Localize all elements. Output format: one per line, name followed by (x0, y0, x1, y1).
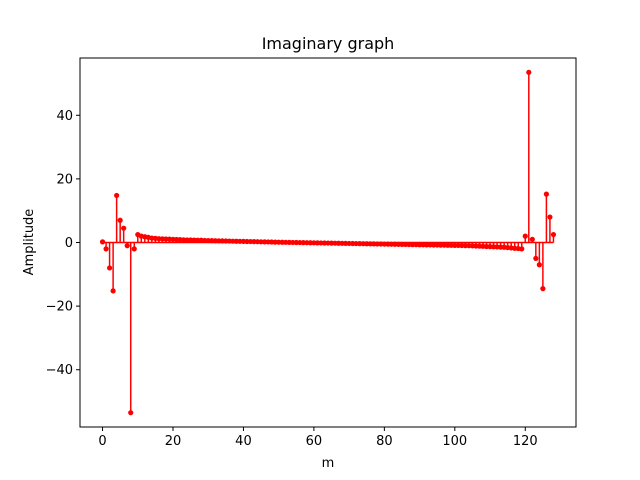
stem-marker (128, 410, 134, 416)
x-tick-label: 60 (306, 434, 323, 449)
x-tick-label: 100 (442, 434, 467, 449)
stem-marker (540, 286, 546, 292)
chart-title: Imaginary graph (262, 34, 395, 53)
y-tick-label: −40 (46, 363, 73, 378)
stem-marker (536, 262, 542, 268)
y-axis-label: Amplitude (22, 209, 37, 276)
stem-marker (114, 192, 120, 199)
stem-marker (526, 69, 532, 75)
stem-marker (106, 265, 113, 271)
x-tick-label: 20 (165, 434, 182, 449)
y-tick-label: 0 (65, 236, 73, 251)
stem-marker (547, 214, 553, 220)
stem-marker (522, 233, 528, 239)
x-tick-label: 40 (235, 434, 252, 449)
stem-marker (550, 231, 557, 238)
stem-marker (117, 217, 123, 223)
stem-marker (121, 225, 127, 231)
stem-marker (99, 239, 106, 245)
ticks-layer: 0 20 40 60 80 100 120 −40 −20 0 20 40 (46, 109, 538, 449)
stem-marker (103, 246, 109, 252)
x-tick-label: 120 (513, 434, 538, 449)
y-tick-label: −20 (46, 300, 73, 315)
y-tick-label: 40 (56, 109, 73, 124)
stem-marker (131, 246, 137, 252)
stems-layer (99, 69, 557, 416)
stem-marker (519, 246, 525, 252)
y-tick-label: 20 (56, 172, 73, 187)
stem-marker (543, 191, 550, 197)
stem-marker (529, 236, 535, 242)
stem-marker (124, 243, 130, 249)
stem-marker (533, 255, 539, 262)
stem-marker (110, 288, 116, 294)
x-axis-label: m (322, 456, 335, 471)
plot-frame (79, 57, 577, 428)
x-tick-label: 0 (98, 434, 106, 449)
x-tick-label: 80 (376, 434, 393, 449)
